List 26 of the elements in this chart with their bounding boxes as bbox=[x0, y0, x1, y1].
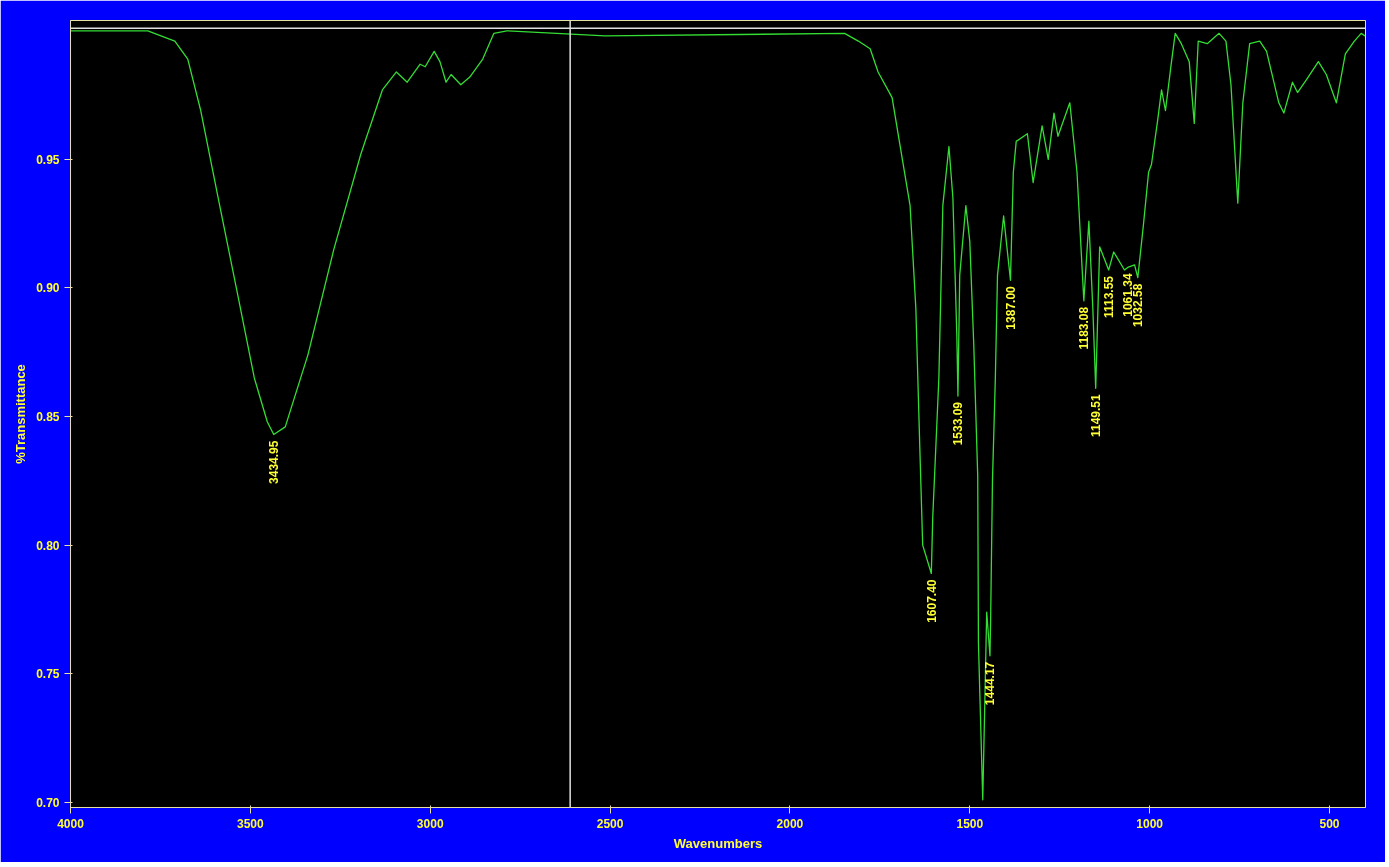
y-tick-label: 0.70 bbox=[36, 795, 60, 810]
y-tick-label: 0.80 bbox=[36, 538, 60, 553]
x-tick-label: 2000 bbox=[776, 816, 804, 831]
line-series bbox=[70, 30, 1366, 801]
x-tick-label: 3500 bbox=[237, 816, 265, 831]
annotation: 1183.08 bbox=[1077, 306, 1092, 350]
x-tick-label: 2500 bbox=[596, 816, 624, 831]
annotation: 1113.55 bbox=[1102, 275, 1117, 319]
annotation: 1032.58 bbox=[1131, 283, 1146, 328]
y-tick-label: 0.90 bbox=[36, 281, 60, 296]
x-tick-label: 1500 bbox=[956, 816, 984, 831]
y-axis-title: %Transmittance bbox=[13, 364, 29, 464]
annotation: 1444.17 bbox=[983, 661, 998, 706]
x-tick-label: 3000 bbox=[416, 816, 444, 831]
y-tick-label: 0.75 bbox=[36, 667, 60, 682]
y-tick-label: 0.95 bbox=[36, 152, 60, 167]
annotation: 1607.40 bbox=[924, 579, 939, 623]
annotation: 3434.95 bbox=[267, 440, 282, 484]
annotation: 1533.09 bbox=[951, 401, 966, 446]
x-axis-title: Wavenumbers bbox=[673, 835, 763, 851]
x-tick-label: 500 bbox=[1319, 816, 1340, 831]
x-tick-label: 4000 bbox=[57, 816, 85, 831]
annotation: 1149.51 bbox=[1089, 393, 1104, 437]
x-tick-label: 1000 bbox=[1136, 816, 1164, 831]
annotation: 1387.00 bbox=[1003, 285, 1018, 330]
y-tick-label: 0.85 bbox=[36, 410, 60, 425]
